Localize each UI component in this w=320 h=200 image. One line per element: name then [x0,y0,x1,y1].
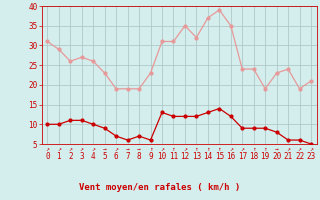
Text: →: → [137,147,141,152]
Text: 23: 23 [307,152,316,161]
Text: →: → [103,147,107,152]
Text: 11: 11 [169,152,178,161]
Text: ↗: ↗ [114,147,118,152]
Text: ↗: ↗ [229,147,233,152]
Text: ↗: ↗ [68,147,72,152]
Text: 1: 1 [57,152,61,161]
Text: Vent moyen/en rafales ( km/h ): Vent moyen/en rafales ( km/h ) [79,183,241,192]
Text: ↑: ↑ [172,147,175,152]
Text: 15: 15 [215,152,224,161]
Text: 16: 16 [226,152,236,161]
Text: ↗: ↗ [309,147,313,152]
Text: 8: 8 [137,152,141,161]
Text: ↑: ↑ [206,147,210,152]
Text: ↗: ↗ [45,147,49,152]
Text: ↗: ↗ [57,147,61,152]
Text: 2: 2 [68,152,73,161]
Text: 10: 10 [157,152,167,161]
Text: 19: 19 [260,152,270,161]
Text: 22: 22 [295,152,304,161]
Text: ↑: ↑ [218,147,221,152]
Text: ↑: ↑ [149,147,152,152]
Text: ↗: ↗ [91,147,95,152]
Text: ↑: ↑ [252,147,256,152]
Text: ↗: ↗ [183,147,187,152]
Text: ↗: ↗ [298,147,301,152]
Text: ↗: ↗ [240,147,244,152]
Text: 18: 18 [249,152,258,161]
Text: ↗: ↗ [160,147,164,152]
Text: 13: 13 [192,152,201,161]
Text: ↗: ↗ [286,147,290,152]
Text: ↑: ↑ [263,147,267,152]
Text: 17: 17 [238,152,247,161]
Text: 5: 5 [102,152,107,161]
Text: 4: 4 [91,152,95,161]
Text: 14: 14 [203,152,212,161]
Text: 20: 20 [272,152,281,161]
Text: 7: 7 [125,152,130,161]
Text: ↗: ↗ [80,147,84,152]
Text: →: → [275,147,278,152]
Text: 3: 3 [79,152,84,161]
Text: 9: 9 [148,152,153,161]
Text: 12: 12 [180,152,189,161]
Text: 0: 0 [45,152,50,161]
Text: →: → [126,147,130,152]
Text: ↑: ↑ [195,147,198,152]
Text: 21: 21 [284,152,293,161]
Text: 6: 6 [114,152,118,161]
